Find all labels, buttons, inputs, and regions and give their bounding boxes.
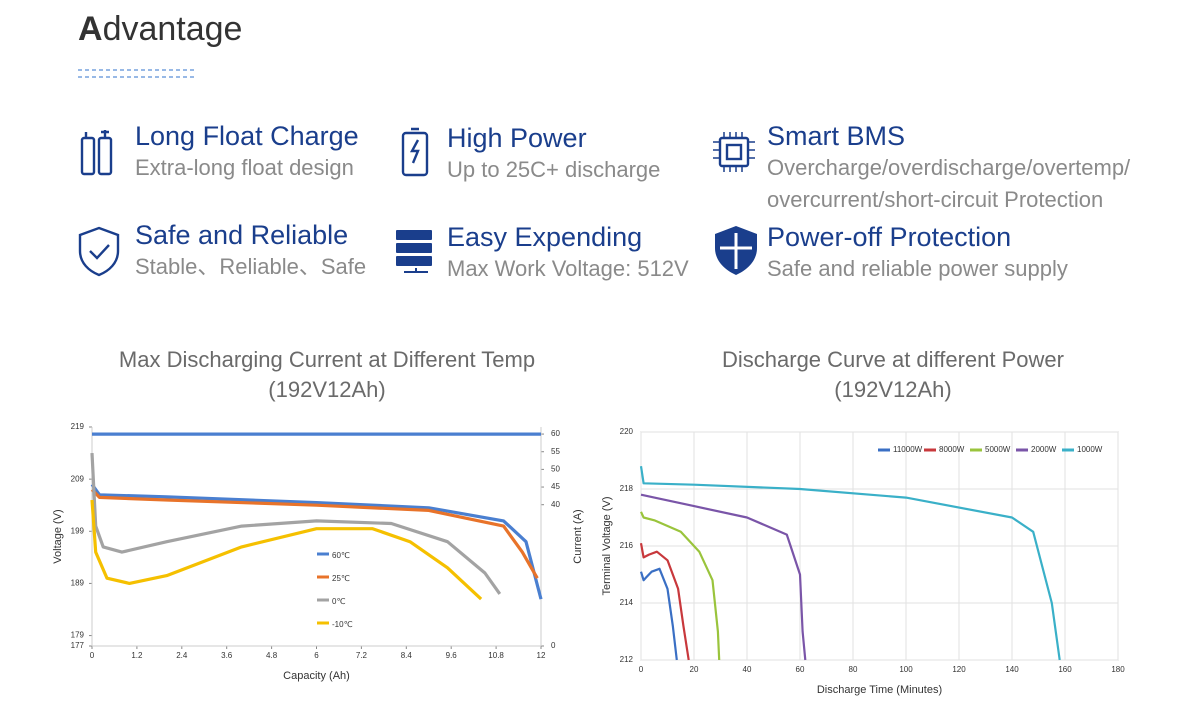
series-line: [639, 511, 721, 661]
x-tick-label: 120: [952, 665, 966, 674]
legend-label: -10℃: [332, 620, 353, 629]
feature-title: High Power: [447, 123, 587, 153]
icon-shield: [715, 226, 757, 275]
series-line: [639, 567, 678, 661]
y-tick-label: 209: [71, 474, 85, 483]
legend-label: 25℃: [332, 574, 350, 583]
y2-axis-label: Current (A): [572, 509, 584, 563]
series-line: [90, 483, 543, 600]
feature-description: Extra-long float design: [135, 155, 354, 180]
feature-description: Overcharge/overdischarge/overtemp/: [767, 155, 1131, 180]
series-line: [640, 493, 807, 661]
y-tick-label: 179: [71, 631, 85, 640]
y2-tick-label: 0: [551, 641, 556, 650]
y2-tick-label: 45: [551, 482, 560, 491]
icon-chip: [713, 132, 755, 172]
feature-title: Long Float Charge: [135, 121, 359, 151]
x-tick-label: 1.2: [131, 651, 143, 660]
x-tick-label: 160: [1058, 665, 1072, 674]
x-tick-label: 100: [899, 665, 913, 674]
icon-server: [396, 230, 432, 273]
y2-tick-label: 60: [551, 429, 560, 438]
legend-label: 0℃: [332, 597, 345, 606]
x-tick-label: 4.8: [266, 651, 278, 660]
feature-description: Up to 25C+ discharge: [447, 157, 660, 182]
chart-subtitle: (192V12Ah): [268, 377, 385, 402]
y2-tick-label: 40: [551, 500, 560, 509]
feature-description: Stable、Reliable、Safe: [135, 254, 366, 279]
x-tick-label: 9.6: [446, 651, 458, 660]
x-tick-label: 2.4: [176, 651, 188, 660]
chart-title: Max Discharging Current at Different Tem…: [119, 347, 535, 372]
series-line: [639, 466, 1061, 661]
y-axis-label: Terminal Voltage (V): [601, 496, 613, 595]
y-tick-label: 177: [71, 641, 85, 650]
feature-title: Easy Expending: [447, 222, 642, 252]
x-tick-label: 0: [90, 651, 95, 660]
x-tick-label: 7.2: [356, 651, 368, 660]
x-axis-label: Discharge Time (Minutes): [817, 684, 942, 696]
x-tick-label: 8.4: [401, 651, 413, 660]
x-tick-label: 12: [537, 651, 546, 660]
title-rest: dvantage: [103, 10, 243, 48]
chart-title: Discharge Curve at different Power: [722, 347, 1064, 372]
x-tick-label: 180: [1111, 665, 1125, 674]
icon-shield-check: [78, 226, 120, 277]
legend-label: 1000W: [1077, 445, 1103, 454]
y-tick-label: 212: [620, 655, 634, 664]
feature-description: overcurrent/short-circuit Protection: [767, 187, 1103, 212]
y2-tick-label: 50: [551, 464, 560, 473]
y-axis-label: Voltage (V): [52, 509, 64, 563]
y-tick-label: 216: [620, 541, 634, 550]
legend-label: 5000W: [985, 445, 1011, 454]
x-tick-label: 80: [849, 665, 858, 674]
x-tick-label: 10.8: [488, 651, 504, 660]
title-initial: A: [78, 10, 103, 48]
feature-title: Power-off Protection: [767, 222, 1011, 252]
x-tick-label: 6: [314, 651, 319, 660]
y-tick-label: 189: [71, 579, 85, 588]
series-line: [639, 543, 690, 661]
series-line: [90, 499, 483, 601]
section-title: Advantage: [78, 10, 242, 48]
x-tick-label: 140: [1005, 665, 1019, 674]
chart-subtitle: (192V12Ah): [834, 377, 951, 402]
legend-label: 60℃: [332, 551, 350, 560]
legend-label: 11000W: [893, 445, 923, 454]
x-tick-label: 0: [639, 665, 644, 674]
x-tick-label: 40: [743, 665, 752, 674]
feature-title: Safe and Reliable: [135, 220, 348, 250]
x-tick-label: 3.6: [221, 651, 233, 660]
icon-power: [401, 127, 429, 177]
y-tick-label: 199: [71, 526, 85, 535]
series-line: [90, 453, 502, 595]
x-axis-label: Capacity (Ah): [283, 670, 350, 682]
legend-label: 2000W: [1031, 445, 1057, 454]
y-tick-label: 214: [620, 598, 634, 607]
x-tick-label: 60: [796, 665, 805, 674]
feature-title: Smart BMS: [767, 121, 905, 151]
feature-description: Max Work Voltage: 512V: [447, 256, 689, 281]
y-tick-label: 219: [71, 422, 85, 431]
y-tick-label: 220: [620, 427, 634, 436]
y-tick-label: 218: [620, 484, 634, 493]
x-tick-label: 20: [690, 665, 699, 674]
feature-description: Safe and reliable power supply: [767, 256, 1068, 281]
y2-tick-label: 55: [551, 447, 560, 456]
icon-battery: [80, 130, 113, 176]
legend-label: 8000W: [939, 445, 965, 454]
series-line: [90, 488, 539, 579]
